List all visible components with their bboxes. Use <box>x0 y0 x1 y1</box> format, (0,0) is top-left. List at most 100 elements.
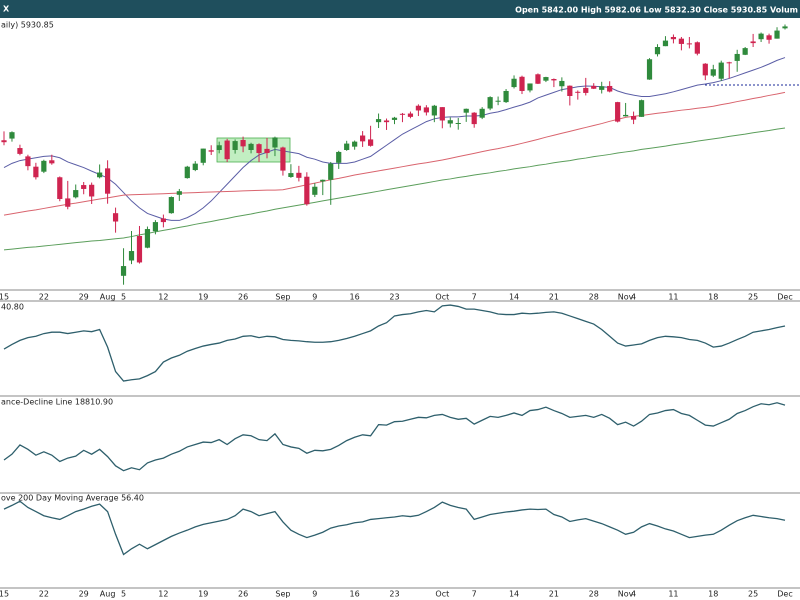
x-tick-label: 26 <box>238 590 248 599</box>
candle-body <box>487 97 493 109</box>
candle-body <box>583 87 589 93</box>
candle-body <box>742 48 748 55</box>
x-tick-label: 28 <box>589 293 599 302</box>
candle-body <box>200 148 206 163</box>
candle-body <box>455 122 461 124</box>
candle-body <box>176 191 182 195</box>
x-tick-label: 18 <box>708 590 718 599</box>
candle-body <box>710 69 716 76</box>
x-tick-label: Aug <box>100 590 116 599</box>
candle-body <box>782 26 788 29</box>
candle-body <box>152 222 159 232</box>
candle-body <box>264 148 270 154</box>
candle-body <box>503 90 509 103</box>
candle-body <box>272 137 278 148</box>
x-tick-label: 12 <box>158 590 168 599</box>
candle-body <box>248 143 254 150</box>
candle-body <box>144 229 151 248</box>
candle-body <box>407 113 414 117</box>
x-tick-label: 11 <box>668 293 678 302</box>
candle-body <box>670 36 677 40</box>
x-tick-label: 22 <box>39 590 49 599</box>
x-tick-label: 9 <box>312 590 317 599</box>
candle-body <box>168 197 174 214</box>
candle-body <box>57 177 63 199</box>
candle-body <box>615 102 621 122</box>
candle-body <box>367 139 374 146</box>
candle-body <box>638 100 645 117</box>
x-tick-label: 5 <box>121 293 126 302</box>
x-tick-label: 14 <box>509 590 519 599</box>
candle-body <box>304 176 310 205</box>
x-tick-label: Oct <box>435 590 449 599</box>
candle-body <box>575 91 581 93</box>
candle-body <box>623 114 629 117</box>
panel-title: aily) 5930.85 <box>1 21 54 30</box>
x-tick-label: 15 <box>0 293 9 302</box>
candle-body <box>646 59 653 80</box>
candle-body <box>320 179 326 182</box>
candle-body <box>479 108 485 118</box>
x-tick-label: 21 <box>549 590 559 599</box>
marks: aily) 5930.85 40.80 ance-Decline Line 1881… <box>0 21 793 599</box>
panel-title: ance-Decline Line 18810.90 <box>1 398 113 407</box>
candle-body <box>160 218 166 223</box>
candle-body <box>734 53 740 61</box>
candle-body <box>439 107 445 121</box>
x-tick-label: 29 <box>79 590 89 599</box>
candle-body <box>431 105 437 116</box>
candle-body <box>774 30 780 39</box>
candle-body <box>463 108 469 113</box>
candle-body <box>41 160 47 172</box>
x-tick-label: 7 <box>472 293 477 302</box>
candle-body <box>599 86 605 90</box>
candle-body <box>686 43 692 45</box>
candle-body <box>280 147 286 171</box>
x-tick-label: 26 <box>238 293 248 302</box>
x-tick-label: 15 <box>0 590 9 599</box>
candle-body <box>591 85 597 89</box>
candle-body <box>89 184 95 197</box>
candle-body <box>81 185 87 189</box>
x-tick-label: 14 <box>509 293 519 302</box>
candle-body <box>224 140 230 160</box>
header-bar <box>0 0 800 18</box>
candle-body <box>726 62 732 64</box>
candle-body <box>112 213 119 222</box>
x-tick-label: 12 <box>158 293 168 302</box>
candle-body <box>208 150 214 152</box>
candle-body <box>471 112 477 125</box>
x-tick-label: 25 <box>748 590 758 599</box>
x-tick-label: Nov <box>618 590 634 599</box>
header-quote: Open 5842.00 High 5982.06 Low 5832.30 Cl… <box>515 6 798 15</box>
x-tick-label: 16 <box>350 590 360 599</box>
candle-body <box>296 172 302 178</box>
candle-body <box>519 76 525 91</box>
candle-body <box>766 35 772 40</box>
candle-body <box>9 132 15 139</box>
candle-body <box>73 190 79 198</box>
candle-body <box>383 120 390 123</box>
x-tick-label: 4 <box>631 590 636 599</box>
candle-body <box>105 168 111 194</box>
candle-body <box>344 143 350 150</box>
candle-body <box>678 38 684 44</box>
candle-body <box>336 151 342 163</box>
candle-body <box>240 139 246 147</box>
candle-body <box>33 166 39 178</box>
candle-body <box>495 100 501 102</box>
candle-body <box>694 42 700 54</box>
candle-body <box>423 107 429 113</box>
x-tick-label: 29 <box>79 293 89 302</box>
candle-body <box>447 120 453 124</box>
x-tick-label: 21 <box>549 293 559 302</box>
candle-body <box>25 156 31 167</box>
indicator-line <box>3 304 786 382</box>
x-tick-label: Sep <box>275 590 290 599</box>
candle-body <box>551 79 557 81</box>
moving-average-line <box>3 91 786 216</box>
candle-body <box>630 116 637 120</box>
x-tick-label: 23 <box>389 293 399 302</box>
candle-body <box>750 41 756 44</box>
candle-body <box>136 236 143 263</box>
